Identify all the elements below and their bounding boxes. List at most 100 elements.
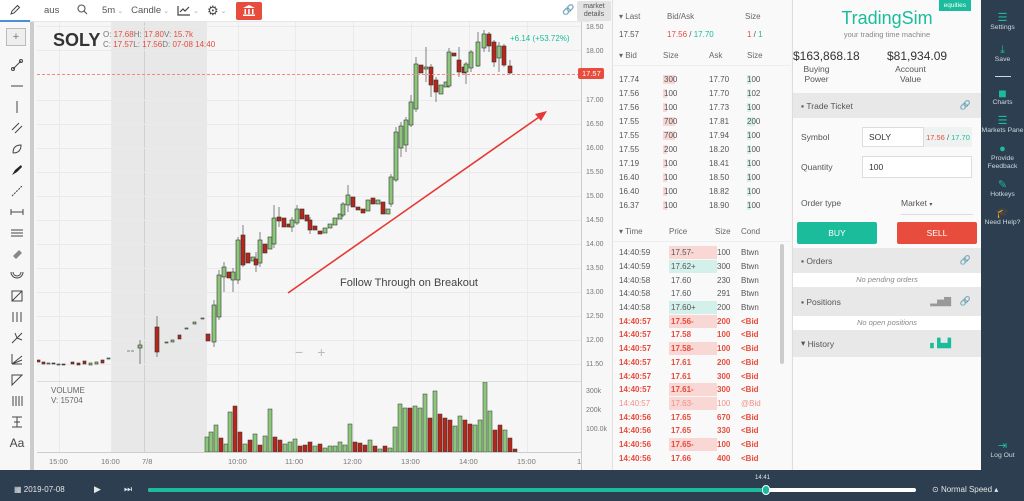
- trade-row: 14:40:59 17.57- 100 Btwn: [619, 246, 759, 260]
- volume-separator: [37, 381, 581, 382]
- brand-tagline: your trading time machine: [843, 30, 931, 39]
- nav-charts[interactable]: ■ Charts: [992, 85, 1013, 106]
- chart-toolbar: aus 5m ⌄ Candle ⌄ ⌄ ⚙ ⌄: [0, 0, 590, 22]
- chart-type-dropdown[interactable]: Candle ⌄: [131, 0, 169, 22]
- brush-tool[interactable]: [0, 159, 34, 180]
- nav-logout[interactable]: ⇥ Log Out: [990, 440, 1015, 460]
- chart-symbol: SOLY: [53, 30, 101, 50]
- symbol-search-input[interactable]: aus: [38, 0, 94, 22]
- link-icon[interactable]: 🔗: [562, 5, 575, 16]
- market-details-button[interactable]: market details: [577, 1, 611, 21]
- account-summary: $163,868.18 Buying Power $81,934.09 Accoun…: [793, 49, 948, 84]
- quantity-field[interactable]: 100: [862, 156, 972, 178]
- link-icon[interactable]: 🔗: [959, 296, 971, 306]
- link-icon[interactable]: 🔗: [959, 100, 971, 110]
- chart-square-icon: ■: [998, 85, 1007, 101]
- gann-box-tool[interactable]: [0, 285, 34, 306]
- day-separator: [144, 22, 145, 452]
- vertical-lines-tool[interactable]: [0, 306, 34, 327]
- search-value: aus: [44, 5, 60, 16]
- vertical-multi-lines-tool[interactable]: [0, 390, 34, 411]
- trade-row: 14:40:56 17.66 400 <Bid: [619, 453, 759, 463]
- download-icon: ⤓: [1000, 44, 1005, 56]
- playback-slider[interactable]: [148, 485, 916, 495]
- settings-dropdown[interactable]: ⚙ ⌄: [207, 0, 227, 22]
- zoom-out-button[interactable]: −: [295, 344, 304, 360]
- playback-thumb[interactable]: [762, 485, 771, 495]
- crosshair-tool[interactable]: +: [6, 28, 26, 46]
- horizontal-lines-tool[interactable]: [0, 222, 34, 243]
- parallel-channel-tool[interactable]: [0, 117, 34, 138]
- book-level-row: 17.55 700 17.94 100: [613, 128, 790, 142]
- pitchfork-tool[interactable]: [0, 327, 34, 348]
- symbol-field[interactable]: SOLY: [862, 127, 924, 147]
- indicators-dropdown[interactable]: ⌄: [177, 0, 199, 22]
- last-price-line: [37, 74, 585, 75]
- last-sort-header[interactable]: ▾ Last: [619, 11, 641, 21]
- book-level-row: 17.19 100 18.41 100: [613, 156, 790, 170]
- interval-value: 5m: [102, 5, 116, 16]
- trade-row: 14:40:56 17.65 330 <Bid: [619, 426, 759, 436]
- nav-help[interactable]: 🎓 Need Help?: [984, 207, 1021, 227]
- book-level-row: 16.40 100 18.82 100: [613, 184, 790, 198]
- chevron-down-icon: ⌄: [193, 7, 199, 15]
- link-icon[interactable]: 🔗: [959, 255, 971, 265]
- horizontal-line-tool[interactable]: [0, 75, 34, 96]
- search-icon[interactable]: [77, 3, 88, 18]
- side-nav: ☰ Settings ⤓ Save ■ Charts ☰ Markets Pane ● P…: [981, 0, 1024, 470]
- positions-header[interactable]: ▪ Positions ▂▅▇ 🔗: [793, 287, 981, 316]
- order-type-dropdown[interactable]: Market ▾: [901, 198, 973, 215]
- trade-row: 14:40:57 17.61 300 <Bid: [619, 371, 759, 381]
- trades-scrollbar[interactable]: [780, 244, 784, 364]
- measure-tool[interactable]: [0, 201, 34, 222]
- history-chart-icon[interactable]: ▖▙▟: [930, 338, 951, 348]
- list-icon: ☰: [997, 115, 1008, 127]
- fib-extension-tool[interactable]: [0, 411, 34, 432]
- trade-row: 14:40:57 17.61- 300 <Bid: [619, 383, 759, 397]
- bid-sort-header[interactable]: ▾ Bid: [619, 51, 637, 60]
- bar-chart-icon[interactable]: ▂▅▇: [930, 296, 951, 306]
- sell-button[interactable]: SELL: [897, 222, 977, 244]
- book-level-row: 17.55 200 18.20 100: [613, 142, 790, 156]
- ribbon-tool[interactable]: [0, 243, 34, 264]
- time-sort-header[interactable]: ▾ Time: [619, 227, 643, 236]
- trade-row: 14:40:57 17.56- 200 <Bid: [619, 314, 759, 328]
- nav-save[interactable]: ⤓ Save: [994, 44, 1011, 64]
- playback-progress: [148, 488, 767, 492]
- trades-header: ▾ Time Price Size Cond: [613, 222, 790, 242]
- price-chart[interactable]: SOLY O: 17.68H: 17.80V: 15.7k C: 17.57L:…: [37, 22, 585, 470]
- drawing-tools: + Aa: [0, 22, 34, 470]
- ray-tool[interactable]: [0, 180, 34, 201]
- playback-bar: ▦ 2019-07-08 ▶ ⏭ 14:41 ⊙ Normal Speed ▴: [0, 470, 1024, 501]
- triangle-tool[interactable]: [0, 369, 34, 390]
- fib-fan-tool[interactable]: [0, 348, 34, 369]
- quantity-row: Quantity 100: [793, 152, 981, 182]
- exclamation-icon: ●: [999, 143, 1006, 155]
- volume-bars: [204, 382, 518, 452]
- trade-row: 14:40:56 17.65 670 <Bid: [619, 412, 759, 422]
- bank-button[interactable]: [236, 1, 263, 20]
- nav-settings[interactable]: ☰ Settings: [990, 12, 1015, 32]
- curve-tool[interactable]: [0, 138, 34, 159]
- trend-line-tool[interactable]: [0, 54, 34, 75]
- play-button[interactable]: ▶: [94, 484, 101, 494]
- arc-tool[interactable]: [0, 264, 34, 285]
- history-header[interactable]: ▾ History ▖▙▟: [793, 330, 981, 357]
- nav-hotkeys[interactable]: ✎ Hotkeys: [990, 179, 1015, 199]
- buy-button[interactable]: BUY: [797, 222, 877, 244]
- zoom-in-button[interactable]: +: [317, 344, 326, 360]
- nav-feedback[interactable]: ● Provide Feedback: [987, 143, 1018, 171]
- trade-ticket-header[interactable]: ▪ Trade Ticket 🔗: [793, 93, 981, 118]
- step-forward-button[interactable]: ⏭: [124, 484, 133, 494]
- playback-time: 14:41: [755, 475, 771, 481]
- text-tool[interactable]: Aa: [9, 435, 25, 450]
- speed-dropdown[interactable]: ⊙ Normal Speed ▴: [932, 485, 999, 494]
- calendar-date[interactable]: ▦ 2019-07-08: [14, 485, 65, 494]
- interval-dropdown[interactable]: 5m ⌄: [102, 0, 123, 22]
- nav-markets-pane[interactable]: ☰ Markets Pane: [981, 115, 1024, 135]
- indicator-chart-icon: [177, 6, 191, 16]
- vertical-line-tool[interactable]: [0, 96, 34, 117]
- last-quote-row: 17.57 17.56 / 17.70 1 / 1: [619, 29, 763, 39]
- draw-pencil-icon[interactable]: [0, 0, 30, 22]
- orders-header[interactable]: ▪ Orders 🔗: [793, 248, 981, 273]
